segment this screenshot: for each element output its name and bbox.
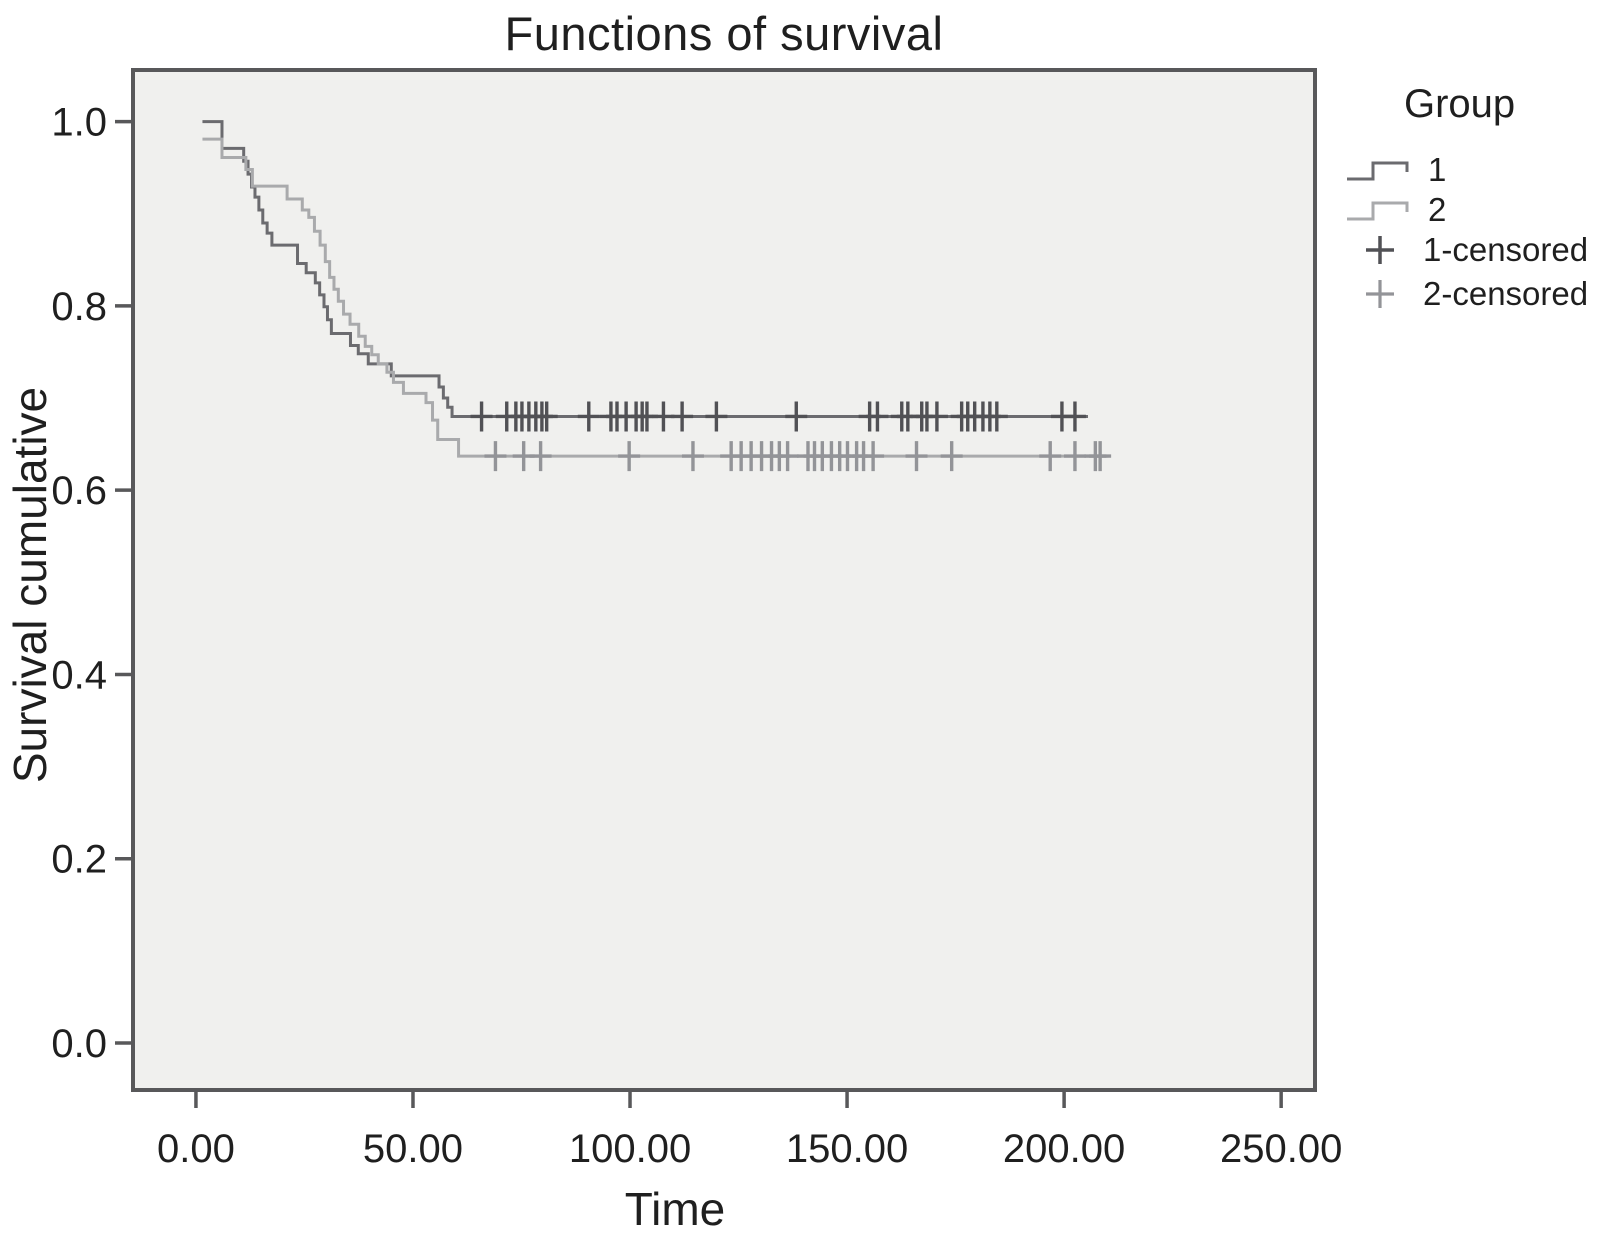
censor-mark-2-censored [529, 441, 552, 472]
legend: Group 1 2 1-censored 2-censored [1330, 82, 1596, 322]
censor-mark-1-censored [535, 401, 558, 432]
x-tick-label: 0.00 [157, 1127, 235, 1171]
censor-mark-2-censored [681, 441, 704, 472]
censor-mark-2-censored [776, 441, 799, 472]
step-line-icon [1347, 201, 1409, 221]
censor-mark-1-censored [671, 401, 694, 432]
plus-icon [1366, 280, 1394, 308]
censor-mark-2-censored [618, 441, 641, 472]
y-axis-title: Survival cumulative [4, 386, 56, 784]
y-tick-label: 0.0 [51, 1022, 107, 1066]
legend-item-1-censored: 1-censored [1352, 231, 1588, 269]
censor-mark-2-censored [1063, 441, 1086, 472]
plot-frame [131, 68, 1317, 1092]
censor-mark-1-censored [785, 401, 808, 432]
x-axis-title: Time [624, 1183, 726, 1235]
censor-mark-1-censored [652, 401, 675, 432]
censor-mark-1-censored [925, 401, 948, 432]
chart-title: Functions of survival [504, 7, 944, 60]
y-tick-label: 1.0 [51, 101, 107, 145]
censor-mark-1-censored [577, 401, 600, 432]
step-line-icon [1347, 161, 1409, 181]
censor-mark-2-censored [940, 441, 963, 472]
censor-mark-1-censored [1063, 401, 1086, 432]
censor-mark-2-censored [862, 441, 885, 472]
legend-label-1-censored: 1-censored [1423, 231, 1589, 268]
y-tick-label: 0.6 [51, 469, 107, 513]
legend-item-2-censored: 2-censored [1352, 275, 1588, 313]
censor-mark-1-censored [705, 401, 728, 432]
x-tick-label: 150.00 [786, 1127, 908, 1171]
y-tick-label: 0.2 [51, 838, 107, 882]
y-tick-label: 0.4 [51, 653, 107, 697]
x-tick-label: 100.00 [569, 1127, 691, 1171]
y-tick-label: 0.8 [51, 285, 107, 329]
censor-mark-1-censored [985, 401, 1008, 432]
censor-mark-2-censored [484, 441, 507, 472]
censor-mark-2-censored [1039, 441, 1062, 472]
x-tick-label: 250.00 [1220, 1127, 1342, 1171]
censor-mark-2-censored [1089, 441, 1112, 472]
x-tick-label: 50.00 [363, 1127, 463, 1171]
censor-mark-1-censored [866, 401, 889, 432]
censor-mark-1-censored [470, 401, 493, 432]
censor-mark-2-censored [905, 441, 928, 472]
legend-label-2-censored: 2-censored [1423, 275, 1589, 312]
survival-curve-2 [202, 137, 1109, 458]
legend-item-group-2: 2 [1345, 191, 1446, 229]
legend-title: Group [1404, 82, 1516, 126]
legend-label-1: 1 [1428, 151, 1447, 188]
x-tick-label: 200.00 [1003, 1127, 1125, 1171]
legend-label-2: 2 [1428, 191, 1447, 228]
legend-item-group-1: 1 [1345, 151, 1446, 189]
plus-icon [1366, 236, 1394, 264]
